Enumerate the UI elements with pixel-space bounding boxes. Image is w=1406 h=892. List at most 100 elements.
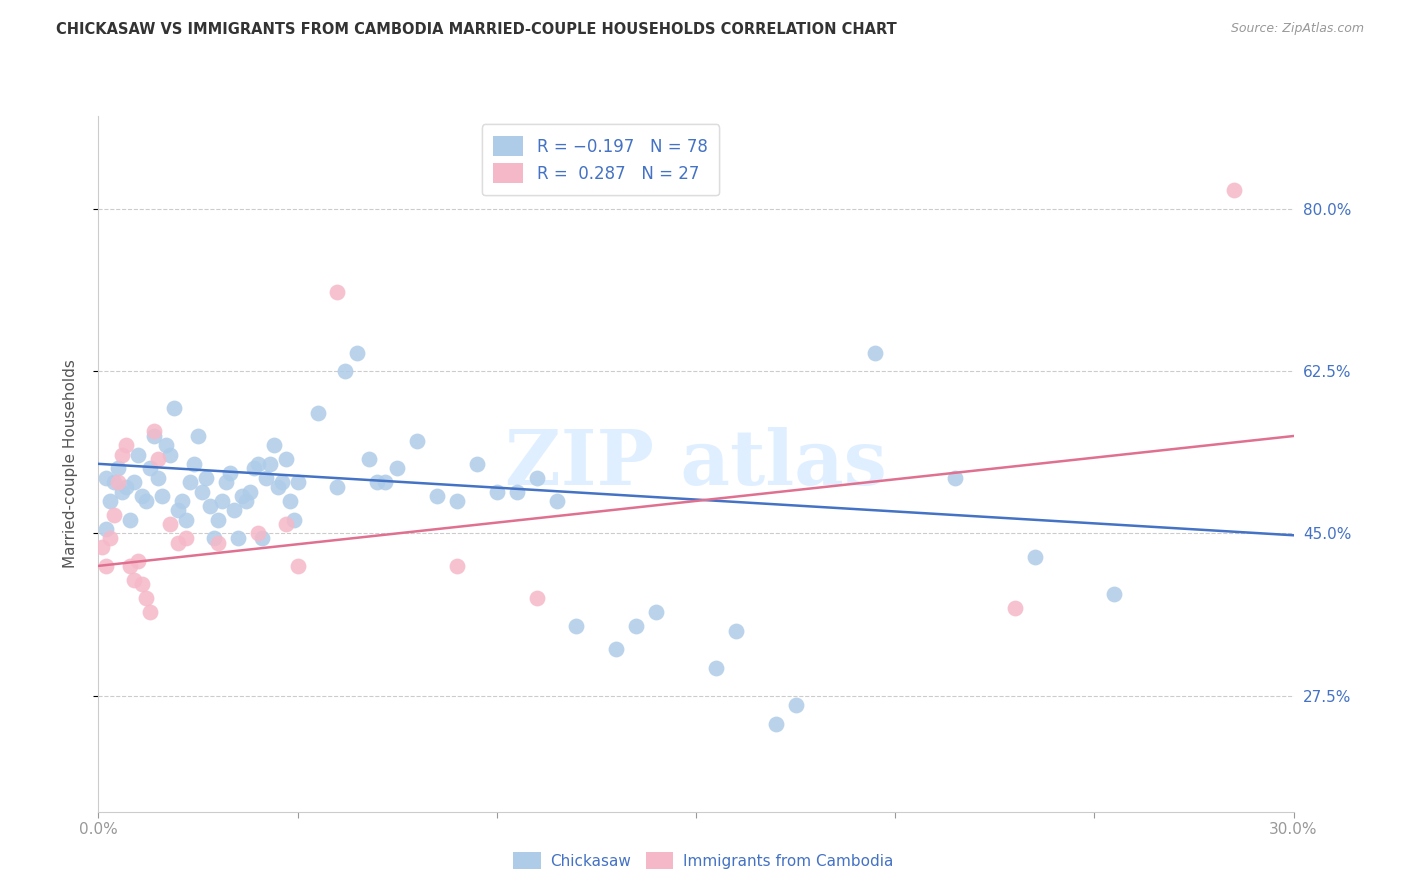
Point [120, 512, 142, 526]
Point [91, 541, 114, 555]
Point [863, 345, 887, 359]
Point [115, 438, 138, 452]
Point [645, 605, 668, 619]
Point [605, 642, 627, 657]
Point [148, 452, 170, 467]
Point [124, 573, 146, 587]
Point [167, 503, 190, 517]
Point [172, 494, 194, 508]
Point [120, 558, 142, 573]
Point [127, 554, 149, 568]
Point [259, 457, 281, 471]
Point [211, 494, 233, 508]
Point [127, 448, 149, 462]
Point [159, 517, 181, 532]
Point [107, 461, 129, 475]
Point [1222, 183, 1246, 197]
Point [148, 471, 170, 485]
Point [107, 475, 129, 490]
Point [202, 531, 225, 545]
Point [270, 475, 292, 490]
Text: Source: ZipAtlas.com: Source: ZipAtlas.com [1230, 22, 1364, 36]
Point [111, 484, 134, 499]
Legend: R = −0.197   N = 78, R =  0.287   N = 27: R = −0.197 N = 78, R = 0.287 N = 27 [482, 124, 718, 195]
Point [366, 475, 388, 490]
Point [326, 285, 349, 300]
Point [100, 531, 122, 545]
Point [307, 406, 329, 420]
Point [267, 480, 290, 494]
Point [283, 512, 305, 526]
Point [163, 401, 186, 416]
Point [131, 489, 153, 503]
Point [174, 512, 197, 526]
Point [704, 661, 727, 675]
Point [278, 494, 301, 508]
Point [143, 429, 166, 443]
Point [250, 531, 273, 545]
Text: ZIP atlas: ZIP atlas [505, 427, 887, 500]
Point [326, 480, 349, 494]
Point [485, 484, 508, 499]
Point [131, 577, 153, 591]
Point [335, 364, 357, 378]
Point [526, 591, 548, 606]
Point [222, 503, 245, 517]
Point [406, 434, 429, 448]
Point [546, 494, 568, 508]
Point [765, 716, 787, 731]
Point [565, 619, 588, 633]
Point [174, 531, 197, 545]
Point [139, 605, 162, 619]
Point [1004, 600, 1026, 615]
Point [626, 619, 648, 633]
Point [274, 452, 297, 467]
Point [103, 475, 125, 490]
Point [159, 448, 181, 462]
Point [135, 591, 157, 606]
Point [198, 499, 221, 513]
Point [100, 494, 122, 508]
Point [143, 425, 166, 439]
Point [785, 698, 807, 712]
Point [96, 522, 118, 536]
Point [465, 457, 488, 471]
Point [135, 494, 157, 508]
Point [506, 484, 529, 499]
Point [287, 475, 309, 490]
Point [183, 457, 205, 471]
Point [374, 475, 396, 490]
Point [243, 461, 266, 475]
Point [179, 475, 201, 490]
Point [150, 489, 173, 503]
Point [446, 494, 468, 508]
Point [1024, 549, 1046, 564]
Point [724, 624, 747, 638]
Point [346, 345, 368, 359]
Point [115, 480, 138, 494]
Point [226, 531, 249, 545]
Y-axis label: Married-couple Households: Married-couple Households [63, 359, 77, 568]
Point [943, 471, 966, 485]
Point [263, 438, 285, 452]
Point [254, 471, 277, 485]
Point [191, 484, 214, 499]
Point [124, 475, 146, 490]
Point [155, 438, 177, 452]
Point [187, 429, 209, 443]
Point [96, 471, 118, 485]
Point [207, 535, 229, 549]
Point [446, 558, 468, 573]
Point [235, 494, 257, 508]
Point [231, 489, 253, 503]
Point [219, 466, 242, 480]
Legend: Chickasaw, Immigrants from Cambodia: Chickasaw, Immigrants from Cambodia [508, 846, 898, 875]
Point [526, 471, 548, 485]
Point [96, 558, 118, 573]
Point [239, 484, 262, 499]
Point [111, 448, 134, 462]
Point [274, 517, 297, 532]
Point [195, 471, 218, 485]
Point [139, 461, 162, 475]
Point [246, 457, 269, 471]
